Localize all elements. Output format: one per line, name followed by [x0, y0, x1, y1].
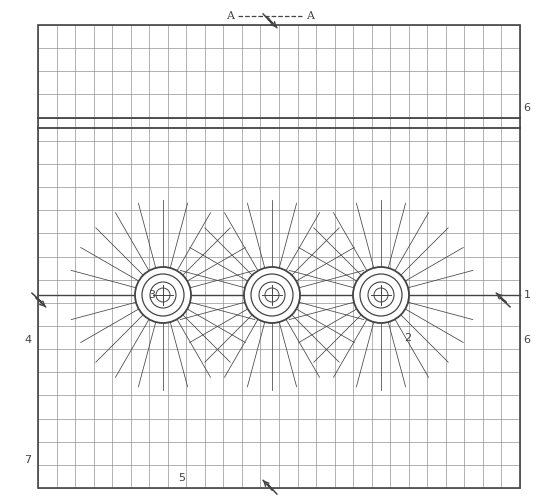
Circle shape [368, 282, 394, 308]
Circle shape [142, 274, 184, 316]
Circle shape [353, 267, 409, 323]
Circle shape [251, 274, 293, 316]
Text: 6: 6 [523, 335, 530, 345]
Text: 7: 7 [24, 455, 32, 465]
Circle shape [265, 288, 279, 302]
Circle shape [150, 282, 176, 308]
Bar [38, 25, 520, 488]
Text: 3: 3 [149, 290, 156, 300]
Circle shape [259, 282, 285, 308]
Circle shape [135, 267, 191, 323]
Text: A: A [306, 11, 314, 21]
Circle shape [374, 288, 388, 302]
Circle shape [244, 267, 300, 323]
Text: 1: 1 [523, 290, 530, 300]
Text: 4: 4 [24, 335, 32, 345]
Text: 5: 5 [178, 473, 186, 483]
Text: 2: 2 [404, 333, 412, 343]
Text: A: A [226, 11, 234, 21]
Text: 6: 6 [523, 103, 530, 113]
Circle shape [156, 288, 170, 302]
Circle shape [360, 274, 402, 316]
